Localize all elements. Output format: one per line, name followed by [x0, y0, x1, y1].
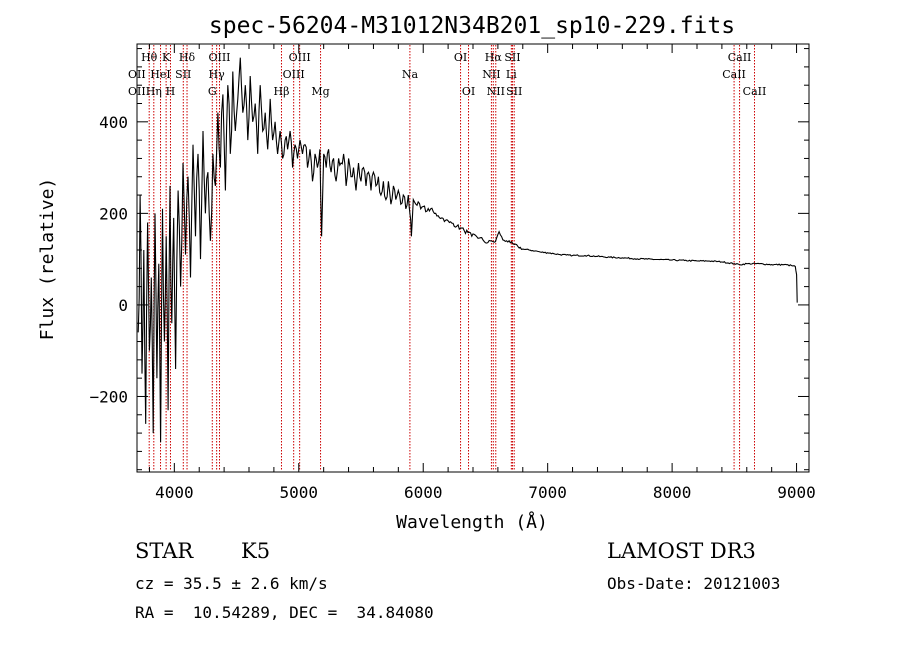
spectral-line-label: OI: [454, 51, 467, 64]
spectral-line-markers: [148, 45, 755, 471]
x-tick-label: 5000: [280, 483, 319, 502]
spectral-line-label: Mg: [311, 85, 329, 98]
x-axis-label: Wavelength (Å): [396, 511, 548, 533]
object-class: STAR: [135, 539, 194, 563]
y-tick-label: 0: [118, 296, 128, 315]
spectral-line-label: Hδ: [179, 51, 196, 64]
spectral-line-label: SII: [506, 85, 522, 98]
x-tick-label: 7000: [528, 483, 567, 502]
spectral-line-label: Hα: [485, 51, 503, 64]
spectral-line-label: G: [208, 85, 217, 98]
spectral-line-label: HeI: [150, 68, 170, 81]
x-tick-label: 9000: [777, 483, 816, 502]
plot-frame: [136, 43, 810, 473]
redshift-text: cz = 35.5 ± 2.6 km/s: [135, 574, 328, 593]
x-tick-label: 8000: [653, 483, 692, 502]
spectral-line-label: Li: [506, 68, 517, 81]
spectral-line-label: Hη: [146, 85, 162, 98]
survey-name: LAMOST DR3: [607, 539, 756, 563]
spectral-line-label: K: [162, 51, 171, 64]
y-tick-label: −200: [89, 387, 128, 406]
spectral-line-label: CaII: [722, 68, 746, 81]
spectral-line-label: OIII: [289, 51, 311, 64]
x-tick-label: 6000: [404, 483, 443, 502]
spectral-line-label: Hθ: [141, 51, 158, 64]
spectrum-line: [137, 57, 798, 443]
spectral-line-label: NII: [482, 68, 500, 81]
spectral-line-label: OIII: [283, 68, 305, 81]
spectral-line-label: Hγ: [209, 68, 226, 81]
spectral-line-label: Na: [402, 68, 419, 81]
spectral-line-label: Hβ: [274, 85, 290, 98]
y-tick-label: 400: [99, 113, 128, 132]
coordinates-text: RA = 10.54289, DEC = 34.84080: [135, 603, 434, 622]
spectral-line-label: H: [166, 85, 176, 98]
chart-title: spec-56204-M31012N34B201_sp10-229.fits: [209, 13, 735, 39]
object-subclass: K5: [241, 539, 271, 563]
x-tick-label: 4000: [155, 483, 194, 502]
spectral-line-label: SII: [175, 68, 191, 81]
spectral-line-label: CaII: [743, 85, 767, 98]
spectral-line-label: CaII: [728, 51, 752, 64]
y-axis-label: Flux (relative): [37, 178, 58, 341]
y-tick-label: 200: [99, 204, 128, 223]
spectral-line-label: OIII: [208, 51, 230, 64]
spectral-line-label: OI: [462, 85, 475, 98]
spectral-line-label: NII: [487, 85, 505, 98]
spectral-line-labels: Hθ Hη HeI K H SII Hδ G Hγ OIII Hβ OIII OIII Mg Na OI OI N…: [128, 51, 766, 98]
observation-date: Obs-Date: 20121003: [607, 574, 781, 593]
spectral-line-label: SII: [504, 51, 520, 64]
axis-ticks: 4000 5000 6000 7000 8000 9000 −200 0 200 400: [89, 44, 816, 502]
